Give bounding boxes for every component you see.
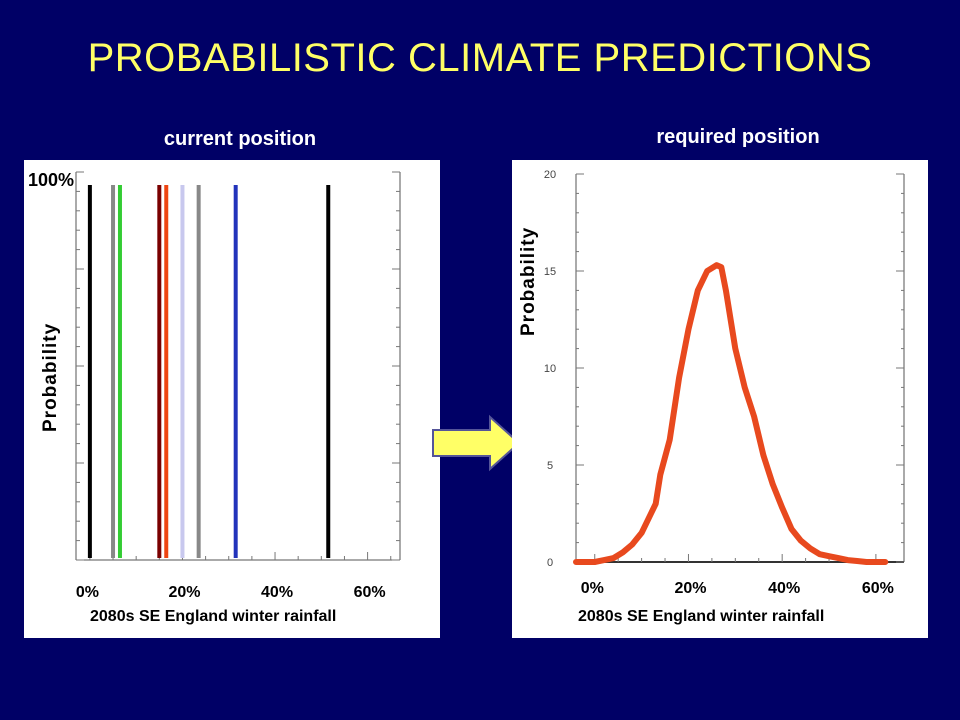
right-y-tick-label: 10 — [544, 363, 556, 375]
left-x-tick-label: 40% — [261, 584, 294, 601]
right-y-tick-label: 0 — [547, 557, 553, 569]
right-x-tick-label: 0% — [580, 580, 604, 597]
left-x-tick-label: 60% — [353, 584, 386, 601]
left-y-axis-label: Probability — [40, 322, 61, 432]
current-position-plot — [75, 171, 401, 561]
left-x-tick-label: 20% — [168, 584, 201, 601]
right-y-tick-label: 5 — [547, 460, 553, 472]
left-x-tick-label: 0% — [75, 584, 99, 601]
hundred-percent-label: 100% — [28, 170, 75, 190]
right-y-tick-label: 15 — [544, 266, 556, 278]
slide-title: PROBABILISTIC CLIMATE PREDICTIONS — [87, 36, 873, 80]
right-x-tick-label: 60% — [861, 580, 894, 597]
left-x-axis-label: 2080s SE England winter rainfall — [90, 608, 337, 625]
right-x-tick-label: 40% — [768, 580, 801, 597]
right-y-tick-label: 20 — [544, 169, 556, 181]
right-x-tick-label: 20% — [674, 580, 707, 597]
right-panel-title: required position — [656, 126, 820, 148]
required-position-plot: 0 5 10 15 20 — [544, 169, 905, 569]
current-position-chart: 100% Probability 0% 20% 40% 60% 2080s SE En… — [24, 160, 440, 638]
right-x-axis-label: 2080s SE England winter rainfall — [578, 608, 825, 625]
probability-curve — [573, 262, 889, 565]
right-y-axis-label: Probability — [518, 226, 539, 336]
required-position-chart: 0 5 10 15 20 Probability 0% 20% 40% 60% 2080s S… — [512, 160, 928, 638]
left-panel-title: current position — [163, 128, 317, 150]
right-arrow-icon — [430, 414, 522, 477]
